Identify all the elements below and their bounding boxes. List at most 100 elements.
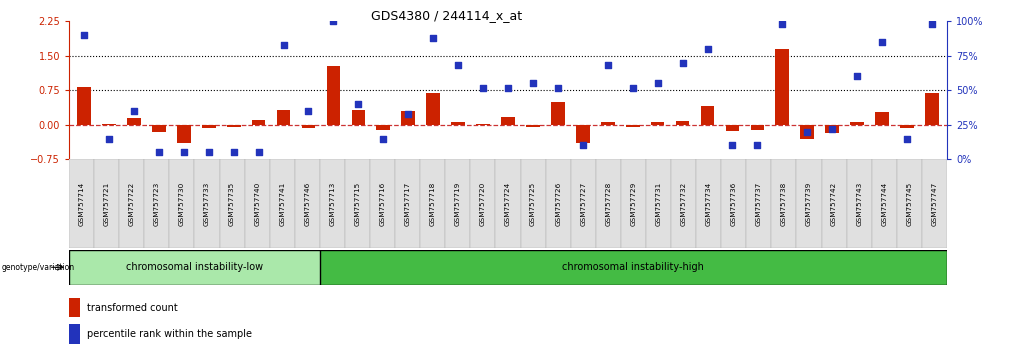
Bar — [227, 125, 241, 127]
Bar — [69, 250, 320, 285]
Point — [675, 60, 691, 65]
Bar — [701, 106, 714, 125]
Point — [325, 18, 341, 24]
Point — [774, 21, 790, 27]
Text: GSM757725: GSM757725 — [530, 181, 536, 226]
Point — [351, 101, 367, 107]
Point — [724, 143, 741, 148]
Bar — [127, 118, 141, 125]
Point — [301, 108, 317, 114]
Point — [525, 80, 542, 86]
Text: GSM757715: GSM757715 — [355, 181, 361, 226]
Bar — [252, 120, 265, 125]
Point — [625, 85, 641, 90]
Text: GSM757727: GSM757727 — [580, 181, 586, 226]
Bar — [850, 121, 864, 125]
Text: percentile rank within the sample: percentile rank within the sample — [87, 329, 252, 339]
Point — [425, 35, 441, 41]
Point — [800, 129, 816, 135]
Bar — [822, 159, 846, 248]
Text: GSM757729: GSM757729 — [630, 181, 636, 226]
Text: GSM757735: GSM757735 — [230, 181, 235, 226]
Text: GSM757746: GSM757746 — [305, 181, 310, 226]
Text: GSM757723: GSM757723 — [153, 181, 160, 226]
Text: GSM757724: GSM757724 — [505, 181, 511, 226]
Bar — [470, 159, 496, 248]
Bar — [302, 125, 315, 128]
Point — [226, 149, 242, 155]
Text: GSM757716: GSM757716 — [380, 181, 386, 226]
Bar — [676, 121, 690, 125]
Bar — [626, 125, 639, 127]
Bar — [177, 125, 191, 143]
Bar — [395, 159, 421, 248]
Text: genotype/variation: genotype/variation — [2, 263, 75, 272]
Text: GSM757734: GSM757734 — [706, 181, 711, 226]
Point — [450, 63, 466, 68]
Text: GSM757731: GSM757731 — [655, 181, 661, 226]
Text: GSM757738: GSM757738 — [781, 181, 786, 226]
Bar — [696, 159, 721, 248]
Bar — [69, 324, 79, 344]
Bar — [875, 112, 889, 125]
Bar — [797, 159, 822, 248]
Bar — [725, 125, 740, 131]
Text: GSM757713: GSM757713 — [329, 181, 335, 226]
Point — [849, 74, 866, 79]
Text: GSM757736: GSM757736 — [731, 181, 737, 226]
Text: GSM757733: GSM757733 — [204, 181, 210, 226]
Text: GSM757717: GSM757717 — [404, 181, 410, 226]
Point — [275, 42, 292, 47]
Text: GSM757745: GSM757745 — [906, 181, 912, 226]
Bar — [320, 250, 947, 285]
Bar — [69, 159, 94, 248]
Text: GSM757743: GSM757743 — [856, 181, 863, 226]
Point — [749, 143, 765, 148]
Bar — [352, 110, 365, 125]
Bar — [571, 159, 595, 248]
Point — [400, 111, 417, 116]
Point — [824, 126, 840, 132]
Bar — [872, 159, 897, 248]
Text: GSM757728: GSM757728 — [606, 181, 612, 226]
Text: GSM757739: GSM757739 — [806, 181, 812, 226]
Text: GSM757722: GSM757722 — [129, 181, 135, 226]
Bar — [144, 159, 170, 248]
Bar — [152, 125, 166, 132]
Text: GSM757726: GSM757726 — [555, 181, 561, 226]
Bar — [295, 159, 320, 248]
Point — [575, 143, 591, 148]
Text: chromosomal instability-high: chromosomal instability-high — [563, 262, 704, 272]
Text: transformed count: transformed count — [87, 303, 178, 313]
Text: GSM757740: GSM757740 — [254, 181, 260, 226]
Text: GSM757714: GSM757714 — [78, 181, 84, 226]
Bar — [646, 159, 671, 248]
Text: GSM757732: GSM757732 — [681, 181, 687, 226]
Text: GSM757737: GSM757737 — [756, 181, 762, 226]
Point — [924, 21, 940, 27]
Bar — [103, 124, 116, 125]
Point — [101, 136, 117, 141]
Bar — [496, 159, 520, 248]
Bar — [546, 159, 571, 248]
Bar — [320, 159, 345, 248]
Point — [550, 85, 566, 90]
Point — [150, 149, 167, 155]
Text: GSM757730: GSM757730 — [179, 181, 185, 226]
Bar — [219, 159, 245, 248]
Point — [649, 80, 665, 86]
Bar — [600, 121, 615, 125]
Point — [76, 32, 92, 38]
Bar — [170, 159, 194, 248]
Point — [874, 39, 890, 45]
Point — [500, 85, 516, 90]
Bar — [69, 298, 79, 318]
Bar — [751, 125, 764, 130]
Bar — [451, 121, 465, 125]
Bar — [526, 125, 539, 127]
Bar — [825, 125, 839, 133]
Text: GSM757721: GSM757721 — [104, 181, 110, 226]
Bar — [551, 102, 565, 125]
Bar — [202, 125, 215, 128]
Text: GSM757742: GSM757742 — [831, 181, 837, 226]
